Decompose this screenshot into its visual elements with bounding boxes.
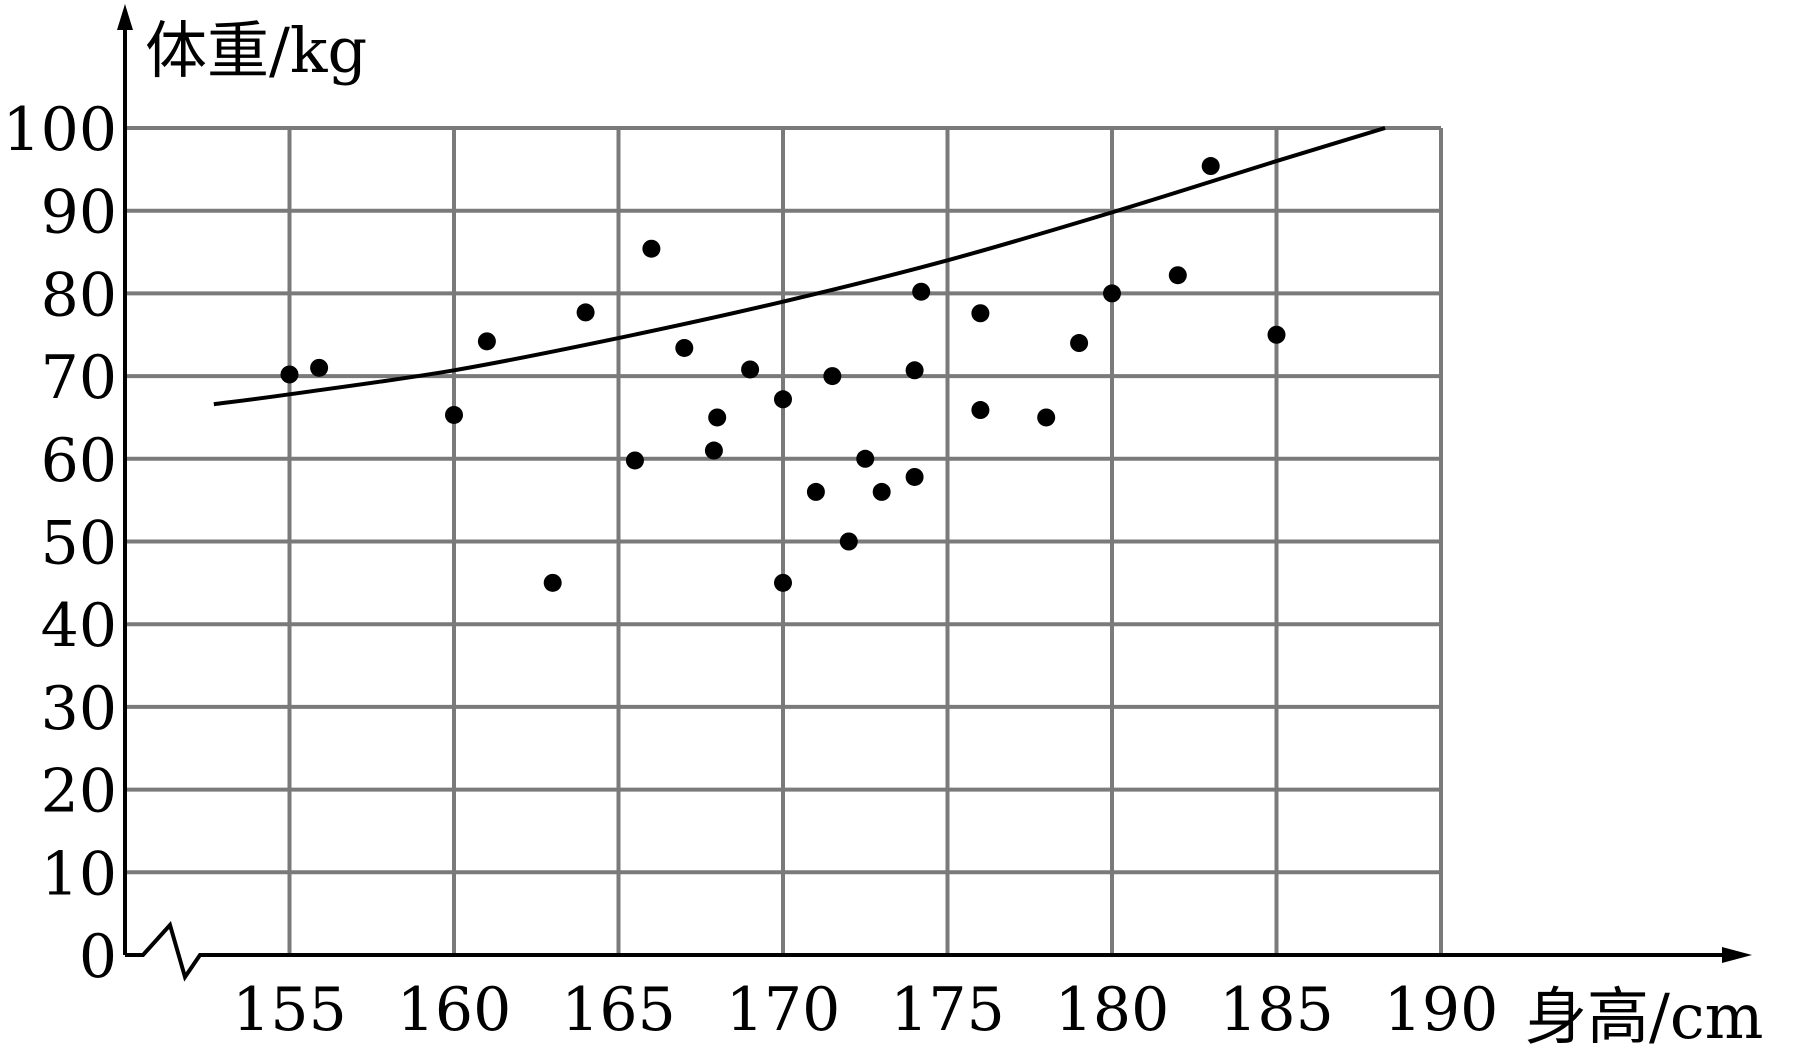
y-tick-label: 70 [41, 343, 117, 413]
x-tick-label: 170 [726, 975, 841, 1045]
y-axis-title: 体重/kg [145, 14, 367, 87]
data-point [1070, 334, 1089, 353]
data-point [1168, 266, 1187, 285]
data-point [1037, 408, 1056, 427]
y-tick-label: 0 [79, 922, 117, 992]
x-axis-line [125, 920, 1735, 982]
y-tick-label: 60 [41, 426, 117, 496]
y-tick-label: 80 [41, 260, 117, 330]
y-tick-label: 90 [41, 178, 117, 248]
y-tick-label: 30 [41, 674, 117, 744]
data-point [971, 304, 990, 323]
data-point [971, 401, 990, 420]
x-tick-label: 165 [561, 975, 676, 1045]
data-point [905, 361, 924, 380]
data-point [912, 282, 931, 301]
y-tick-label: 10 [41, 839, 117, 909]
data-point [774, 573, 792, 592]
x-tick-label: 160 [397, 975, 512, 1045]
data-point [280, 365, 299, 384]
data-point [445, 405, 463, 424]
data-point [576, 303, 595, 322]
y-tick-label: 20 [41, 757, 117, 827]
data-point [704, 441, 723, 460]
data-point [856, 449, 875, 468]
data-point [741, 360, 760, 379]
data-point [1201, 157, 1220, 176]
data-point [477, 332, 496, 351]
data-point [823, 367, 842, 386]
trend-curve [213, 126, 1386, 407]
data-point [1267, 325, 1286, 344]
tick-labels: 0 10 20 30 40 50 60 70 80 90 100 155 160 165 170 175 180… [2, 95, 1498, 1045]
x-tick-label: 155 [232, 975, 347, 1045]
y-tick-label: 40 [41, 591, 117, 661]
data-point [543, 573, 562, 592]
x-tick-label: 190 [1384, 975, 1499, 1045]
axes [117, 4, 1752, 982]
x-tick-label: 185 [1219, 975, 1334, 1045]
data-point [872, 482, 891, 501]
data-point [675, 338, 694, 357]
data-point [625, 451, 644, 470]
data-point [839, 532, 858, 551]
data-point [642, 239, 661, 258]
y-tick-label: 100 [2, 95, 117, 165]
y-axis-arrow [117, 4, 133, 30]
y-tick-label: 50 [41, 509, 117, 579]
data-point [708, 408, 727, 427]
data-point [310, 358, 329, 377]
x-axis-arrow [1722, 947, 1752, 963]
x-tick-label: 175 [890, 975, 1005, 1045]
data-points [280, 157, 1286, 592]
x-tick-label: 180 [1055, 975, 1170, 1045]
data-point [1103, 284, 1121, 303]
data-point [774, 390, 792, 409]
x-axis-title: 身高/cm [1525, 980, 1763, 1048]
data-point [806, 482, 825, 501]
grid [125, 126, 1443, 955]
data-point [905, 467, 924, 486]
